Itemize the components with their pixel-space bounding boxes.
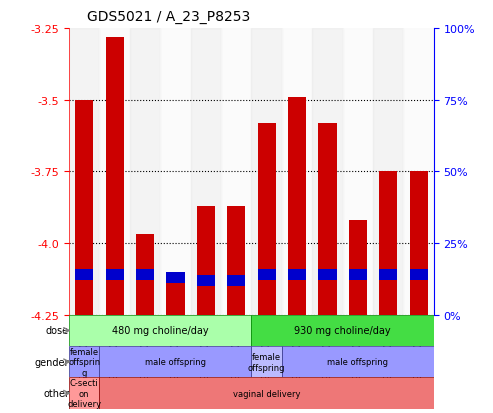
Bar	[221, 29, 251, 315]
FancyBboxPatch shape	[100, 377, 434, 409]
Bar	[379, 172, 397, 315]
Bar	[251, 29, 282, 315]
Bar	[288, 97, 306, 315]
Bar	[257, 281, 276, 315]
Bar	[130, 29, 160, 315]
FancyBboxPatch shape	[69, 346, 100, 377]
Bar	[257, 269, 276, 315]
Bar	[160, 29, 191, 315]
Bar	[349, 269, 367, 315]
FancyBboxPatch shape	[251, 315, 434, 346]
Bar	[403, 29, 434, 315]
Bar	[379, 281, 397, 315]
Bar	[282, 29, 312, 315]
Text: male offspring: male offspring	[327, 357, 388, 366]
Text: dose: dose	[46, 326, 69, 336]
Bar	[288, 269, 306, 315]
Bar	[166, 295, 184, 315]
Bar	[312, 29, 343, 315]
Bar	[410, 172, 428, 315]
Bar	[349, 281, 367, 315]
Bar	[410, 281, 428, 315]
Bar	[75, 100, 93, 315]
Bar	[197, 286, 215, 315]
Bar	[75, 281, 93, 315]
Text: GDS5021 / A_23_P8253: GDS5021 / A_23_P8253	[87, 10, 250, 24]
FancyBboxPatch shape	[100, 346, 251, 377]
Bar	[373, 29, 403, 315]
Bar	[136, 235, 154, 315]
Bar	[227, 275, 246, 315]
Text: 930 mg choline/day: 930 mg choline/day	[294, 326, 391, 336]
Bar	[343, 29, 373, 315]
FancyBboxPatch shape	[251, 346, 282, 377]
Bar	[191, 29, 221, 315]
Bar	[349, 221, 367, 315]
Bar	[166, 272, 184, 315]
Bar	[227, 286, 246, 315]
Bar	[257, 123, 276, 315]
Bar	[410, 269, 428, 315]
FancyBboxPatch shape	[69, 315, 251, 346]
FancyBboxPatch shape	[282, 346, 434, 377]
Bar	[106, 38, 124, 315]
Text: gender: gender	[35, 357, 69, 367]
Text: 480 mg choline/day: 480 mg choline/day	[112, 326, 209, 336]
Bar	[197, 206, 215, 315]
Bar	[318, 123, 337, 315]
Bar	[227, 206, 246, 315]
Bar	[318, 281, 337, 315]
Bar	[318, 269, 337, 315]
Text: male offspring: male offspring	[145, 357, 206, 366]
Text: female
offspring: female offspring	[248, 352, 285, 372]
Bar	[69, 29, 100, 315]
Bar	[197, 275, 215, 315]
Bar	[288, 281, 306, 315]
Text: vaginal delivery: vaginal delivery	[233, 389, 300, 398]
Bar	[136, 269, 154, 315]
Bar	[75, 269, 93, 315]
Text: female
offsprin
g: female offsprin g	[68, 347, 100, 377]
Bar	[100, 29, 130, 315]
Bar	[166, 284, 184, 315]
Bar	[379, 269, 397, 315]
Text: other: other	[43, 388, 69, 398]
Text: C-secti
on
delivery: C-secti on delivery	[67, 378, 101, 408]
Bar	[106, 281, 124, 315]
Bar	[136, 281, 154, 315]
FancyBboxPatch shape	[69, 377, 100, 409]
Bar	[106, 269, 124, 315]
